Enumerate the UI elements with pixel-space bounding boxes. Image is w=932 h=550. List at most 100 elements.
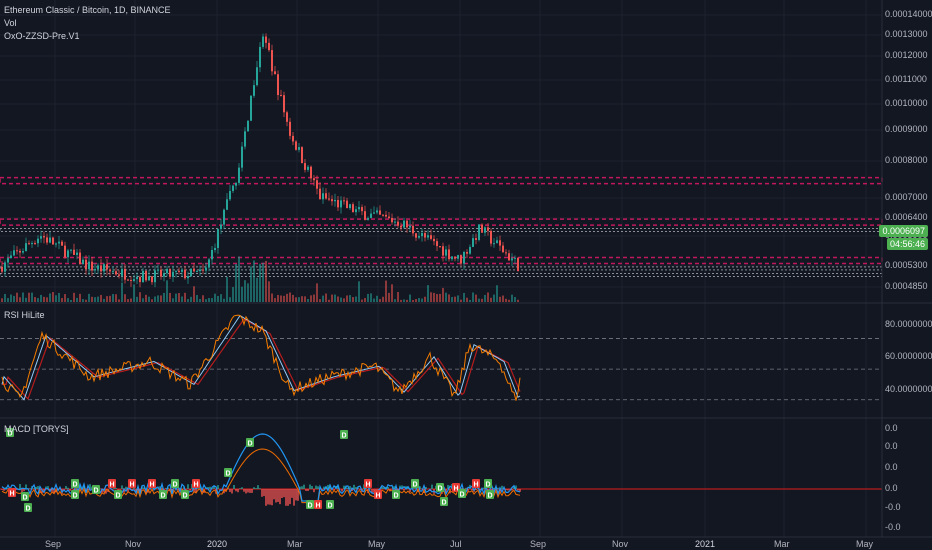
volume-bar xyxy=(187,299,189,302)
macd-legend[interactable]: MACD [TORYS] xyxy=(4,424,69,434)
macd-histogram-bar xyxy=(193,489,195,492)
candle-body xyxy=(178,270,180,272)
macd-histogram-bar xyxy=(47,486,49,489)
macd-histogram-bar xyxy=(301,486,303,489)
macd-histogram-bar xyxy=(375,489,377,491)
macd-histogram-bar xyxy=(127,489,129,493)
volume-bar xyxy=(202,295,204,302)
macd-histogram-bar xyxy=(267,489,269,505)
marker-label: H xyxy=(365,482,370,489)
time-tick-label: Sep xyxy=(45,539,62,549)
countdown-tag: 04:56:46 xyxy=(886,238,928,250)
macd-histogram-bar xyxy=(277,489,279,502)
volume-bar xyxy=(1,298,3,302)
macd-histogram-bar xyxy=(187,484,189,489)
indicator-legend[interactable]: OxO-ZZSD-Pre.V1 xyxy=(4,31,80,41)
candle-body xyxy=(136,276,138,280)
axis-tick-label: 0.0007000 xyxy=(885,192,928,202)
volume-bar xyxy=(169,292,171,302)
volume-bar xyxy=(241,286,243,302)
macd-histogram-bar xyxy=(383,487,385,489)
volume-bar xyxy=(253,260,255,302)
volume-bar xyxy=(130,298,132,302)
volume-bar xyxy=(97,296,99,302)
candle-body xyxy=(316,180,318,189)
time-tick-label: Mar xyxy=(774,539,790,549)
macd-histogram-bar xyxy=(105,489,107,494)
volume-bar xyxy=(25,297,27,302)
candle-body xyxy=(259,46,261,68)
candle-body xyxy=(31,243,33,245)
candle-body xyxy=(265,36,267,43)
macd-histogram-bar xyxy=(245,489,247,494)
candle-body xyxy=(217,229,219,248)
candle-body xyxy=(289,121,291,136)
candle-body xyxy=(208,259,210,268)
volume-bar xyxy=(16,292,18,302)
candle-body xyxy=(421,233,423,237)
volume-bar xyxy=(244,280,246,302)
volume-bar xyxy=(448,294,450,302)
marker-label: H xyxy=(9,491,14,498)
candle-body xyxy=(463,251,465,264)
volume-bar xyxy=(217,295,219,302)
marker-label: D xyxy=(393,493,398,500)
marker-box xyxy=(159,490,167,499)
rsi-legend[interactable]: RSI HiLite xyxy=(4,310,45,320)
macd-histogram-bar xyxy=(51,489,53,492)
volume-bar xyxy=(289,292,291,302)
rsi-slow-ma xyxy=(2,318,521,401)
candle-body xyxy=(118,274,120,276)
symbol-title[interactable]: Ethereum Classic / Bitcoin, 1D, BINANCE xyxy=(4,5,171,15)
volume-bar xyxy=(373,298,375,302)
candle-body xyxy=(88,261,90,270)
marker-label: D xyxy=(182,493,187,500)
rsi-line xyxy=(1,314,521,401)
candle-body xyxy=(403,220,405,228)
candle-body xyxy=(43,236,45,238)
candle-body xyxy=(37,238,39,244)
candle-body xyxy=(499,240,501,246)
volume-bar xyxy=(10,294,12,302)
volume-bar xyxy=(64,294,66,302)
candle-body xyxy=(352,204,354,213)
support-line xyxy=(0,266,883,271)
macd-histogram-bar xyxy=(493,487,495,489)
candle-body xyxy=(151,276,153,283)
volume-bar xyxy=(343,298,345,302)
macd-histogram-bar xyxy=(217,485,219,489)
candle-body xyxy=(466,251,468,254)
macd-histogram-bar xyxy=(373,489,375,493)
volume-bar xyxy=(184,292,186,302)
macd-histogram-bar xyxy=(467,489,469,493)
time-tick-label: 2021 xyxy=(695,539,716,549)
axis-tick-label: 0.0006400 xyxy=(885,212,928,222)
macd-histogram-bar xyxy=(3,489,5,491)
candle-body xyxy=(514,257,516,259)
price-candles xyxy=(1,33,519,288)
macd-histogram-bar xyxy=(403,489,405,491)
time-tick-label: May xyxy=(368,539,386,549)
volume-bar xyxy=(61,298,63,302)
macd-sell-marker: H xyxy=(128,479,136,489)
candle-body xyxy=(445,249,447,256)
volume-bar xyxy=(376,295,378,302)
candle-body xyxy=(511,258,513,261)
candle-body xyxy=(58,241,60,244)
macd-histogram-bar xyxy=(311,485,313,489)
macd-buy-marker: D xyxy=(486,490,494,500)
volume-bar xyxy=(193,286,195,302)
volume-bar xyxy=(271,293,273,302)
candle-body xyxy=(400,225,402,228)
macd-histogram-bar xyxy=(209,486,211,489)
candle-body xyxy=(436,241,438,247)
marker-box xyxy=(484,479,492,488)
marker-label: D xyxy=(412,482,417,489)
macd-histogram-bar xyxy=(359,489,361,490)
volume-bar xyxy=(409,294,411,302)
marker-label: D xyxy=(437,486,442,493)
volume-legend[interactable]: Vol xyxy=(4,18,17,28)
candle-body xyxy=(268,42,270,51)
